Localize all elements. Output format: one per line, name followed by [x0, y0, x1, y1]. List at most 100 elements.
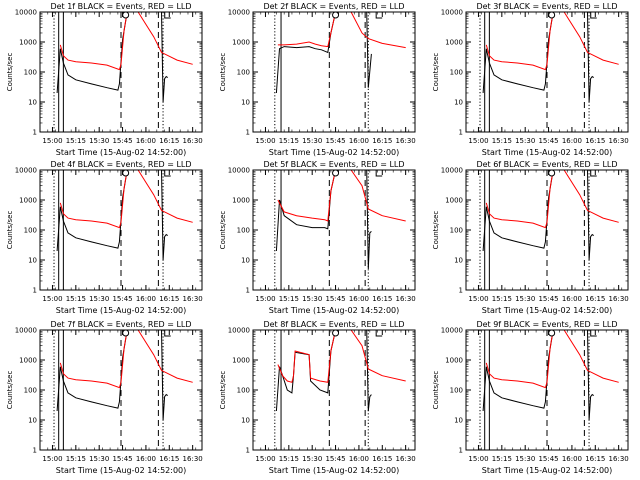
y-tick-label: 100 — [24, 227, 37, 235]
y-axis-label: Counts/sec — [6, 371, 14, 410]
x-tick-label: 16:15 — [585, 455, 605, 463]
plot-frame — [39, 329, 203, 451]
x-tick-label: 15:00 — [42, 137, 62, 145]
marker-circle — [122, 329, 130, 337]
marker-bracket — [375, 330, 383, 337]
y-tick-label: 1000 — [232, 39, 250, 47]
chart-panel-6f: Det 6f BLACK = Events, RED = LLD Counts/s… — [432, 160, 629, 315]
plot-frame — [465, 11, 629, 133]
x-tick-label: 15:45 — [538, 455, 558, 463]
y-tick-label: 1 — [246, 287, 250, 295]
y-tick-label: 1 — [246, 447, 250, 455]
x-tick-label: 16:15 — [372, 137, 392, 145]
y-tick-label: 10000 — [441, 167, 463, 175]
chart-panel-8f: Det 8f BLACK = Events, RED = LLD Counts/s… — [219, 320, 416, 475]
series-line-events — [56, 170, 168, 261]
marker-bracket — [375, 12, 383, 19]
x-tick-label: 16:15 — [585, 295, 605, 303]
x-tick-label: 15:45 — [112, 295, 132, 303]
y-tick-label: 10 — [454, 257, 463, 265]
y-tick-label: 10000 — [441, 327, 463, 335]
x-tick-label: 15:30 — [302, 295, 322, 303]
marker-bracket — [590, 12, 597, 19]
chart-title: Det 9f BLACK = Events, RED = LLD — [476, 320, 617, 329]
series-line-events — [482, 170, 594, 261]
marker-circle — [122, 169, 130, 177]
y-tick-label: 1000 — [445, 357, 463, 365]
plot-frame — [252, 329, 416, 451]
marker-circle — [332, 329, 340, 337]
y-tick-label: 100 — [450, 387, 463, 395]
x-tick-label: 16:15 — [585, 137, 605, 145]
x-tick-label: 15:45 — [325, 455, 345, 463]
x-tick-label: 15:30 — [89, 295, 109, 303]
series-line-events — [275, 330, 372, 412]
y-tick-label: 100 — [237, 387, 250, 395]
y-tick-label: 1 — [459, 287, 463, 295]
y-tick-label: 100 — [237, 69, 250, 77]
x-tick-label: 15:45 — [325, 295, 345, 303]
x-tick-label: 15:45 — [538, 295, 558, 303]
x-tick-label: 15:15 — [492, 295, 512, 303]
y-axis-label: Counts/sec — [432, 53, 440, 92]
x-tick-label: 16:15 — [159, 137, 179, 145]
x-tick-label: 15:30 — [302, 137, 322, 145]
plot-frame — [465, 329, 629, 451]
x-tick-label: 16:30 — [609, 295, 629, 303]
x-axis-label: Start Time (15-Aug-02 14:52:00) — [482, 466, 613, 475]
x-tick-label: 15:45 — [538, 137, 558, 145]
marker-bracket — [164, 170, 171, 177]
x-tick-label: 15:45 — [112, 137, 132, 145]
series-line-events — [275, 170, 372, 270]
y-tick-label: 10 — [241, 257, 250, 265]
y-tick-label: 10 — [28, 99, 37, 107]
marker-bracket — [375, 170, 383, 177]
marker-circle — [548, 329, 556, 337]
x-tick-label: 16:00 — [349, 455, 369, 463]
y-tick-label: 10 — [241, 99, 250, 107]
y-tick-label: 10 — [454, 99, 463, 107]
y-tick-label: 100 — [450, 69, 463, 77]
y-axis-label: Counts/sec — [219, 211, 227, 250]
x-axis-label: Start Time (15-Aug-02 14:52:00) — [269, 466, 400, 475]
x-tick-label: 15:45 — [325, 137, 345, 145]
marker-circle — [332, 169, 340, 177]
x-tick-label: 15:15 — [492, 137, 512, 145]
x-tick-label: 16:00 — [136, 137, 156, 145]
y-tick-label: 10 — [28, 257, 37, 265]
chart-title: Det 6f BLACK = Events, RED = LLD — [476, 160, 617, 169]
y-tick-label: 100 — [450, 227, 463, 235]
series-line-lld — [59, 330, 193, 389]
chart-panel-2f: Det 2f BLACK = Events, RED = LLD Counts/s… — [219, 2, 416, 157]
chart-panel-1f: Det 1f BLACK = Events, RED = LLD Counts/s… — [6, 2, 203, 157]
x-tick-label: 15:15 — [66, 295, 86, 303]
x-tick-label: 16:00 — [349, 295, 369, 303]
x-tick-label: 15:30 — [515, 455, 535, 463]
y-tick-label: 1 — [33, 287, 37, 295]
marker-bracket — [590, 170, 597, 177]
plot-frame — [252, 169, 416, 291]
x-tick-label: 15:15 — [279, 295, 299, 303]
marker-circle — [332, 11, 340, 19]
y-tick-label: 100 — [237, 227, 250, 235]
x-tick-label: 15:15 — [492, 455, 512, 463]
series-line-lld — [485, 170, 619, 229]
x-tick-label: 16:30 — [396, 137, 416, 145]
x-tick-label: 16:30 — [609, 455, 629, 463]
marker-circle — [122, 11, 130, 19]
x-tick-label: 16:30 — [183, 137, 203, 145]
series-line-lld — [59, 12, 193, 71]
x-axis-label: Start Time (15-Aug-02 14:52:00) — [269, 306, 400, 315]
x-axis-label: Start Time (15-Aug-02 14:52:00) — [482, 306, 613, 315]
y-tick-label: 1000 — [232, 357, 250, 365]
series-line-lld — [485, 12, 619, 71]
x-tick-label: 15:00 — [255, 295, 275, 303]
x-tick-label: 16:30 — [183, 455, 203, 463]
marker-bracket — [590, 330, 597, 337]
y-tick-label: 10000 — [228, 167, 250, 175]
x-tick-label: 16:00 — [562, 137, 582, 145]
y-axis-label: Counts/sec — [6, 211, 14, 250]
y-tick-label: 10 — [454, 417, 463, 425]
series-line-events — [56, 330, 168, 421]
x-tick-label: 16:15 — [159, 295, 179, 303]
